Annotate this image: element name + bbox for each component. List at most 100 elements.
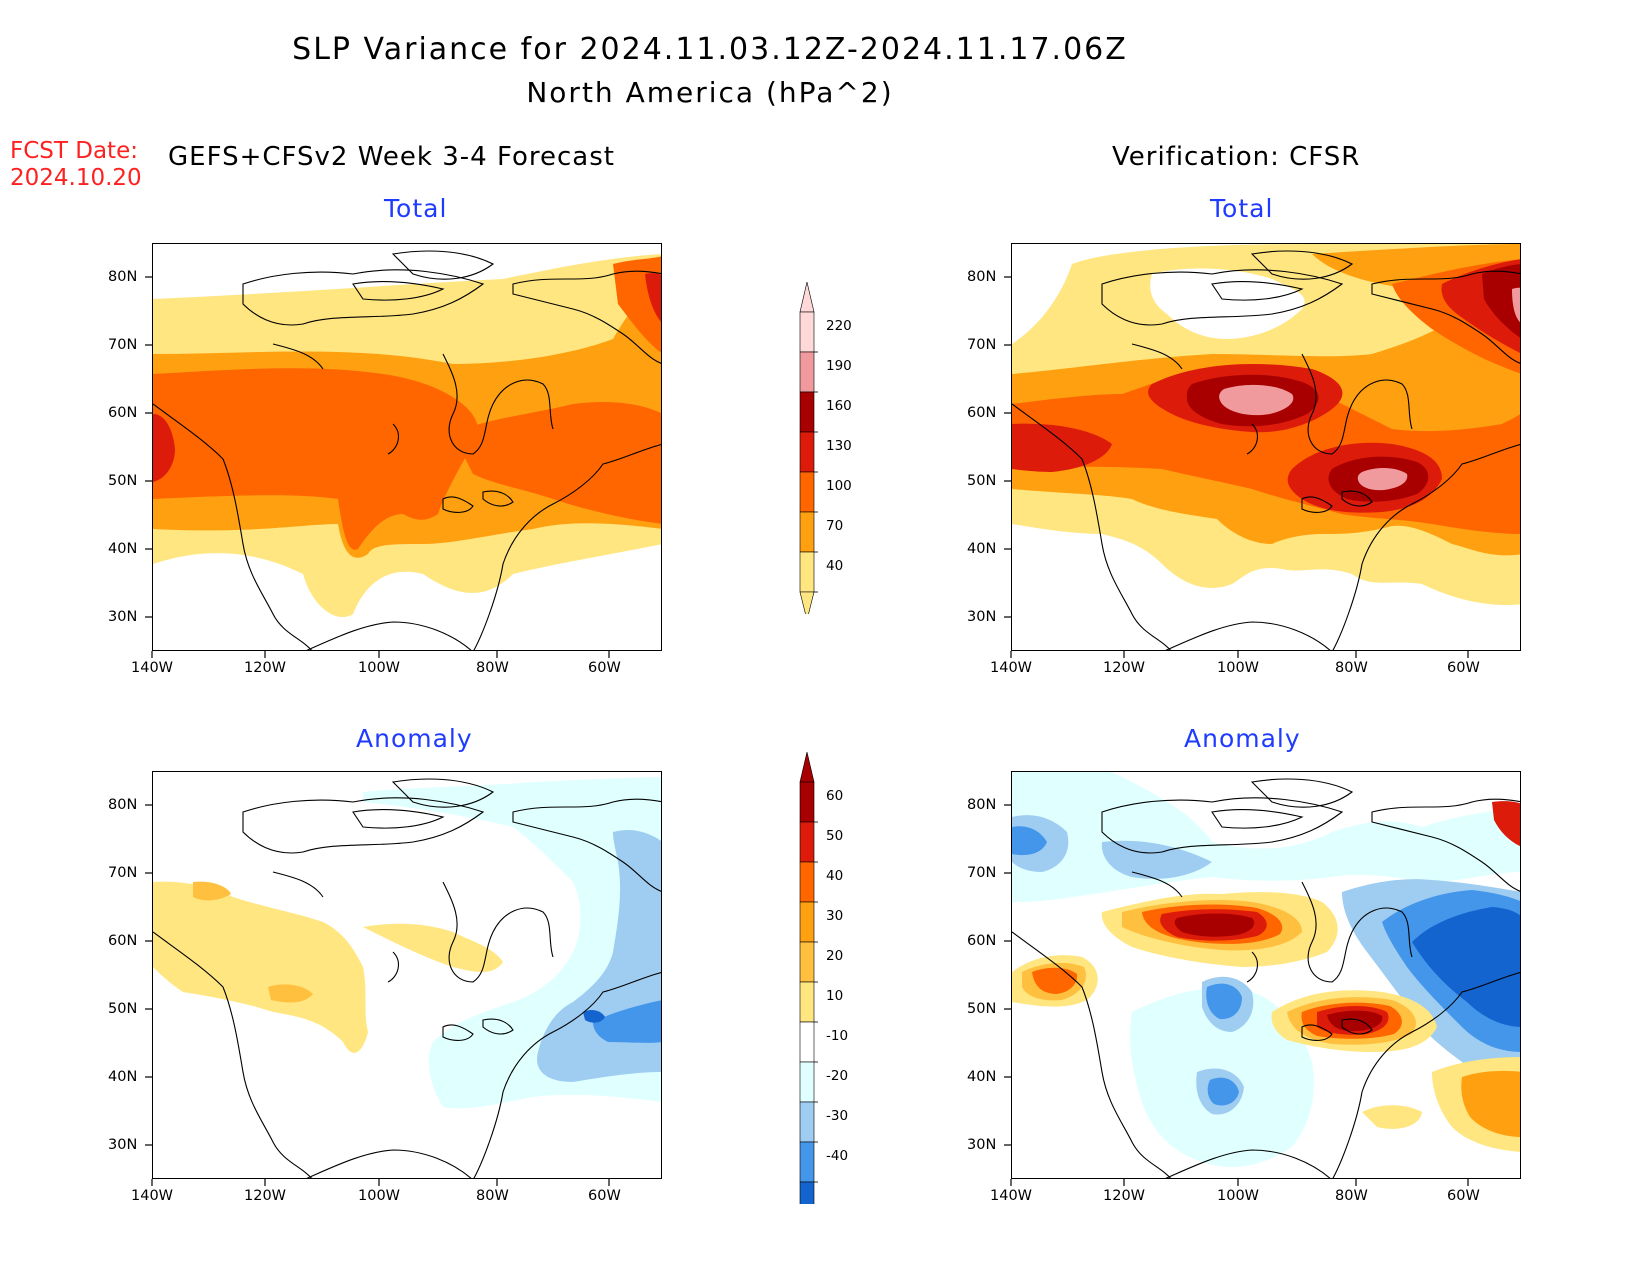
lat-label: 30N <box>108 1137 138 1153</box>
colorbar-bottom-triangle <box>799 591 815 614</box>
colorbar-total-level: 100 <box>826 478 852 494</box>
lon-label: 80W <box>1335 660 1368 676</box>
shade-neg30-40-south <box>1206 983 1242 1020</box>
panel-title-forecast-total: Total <box>384 194 448 223</box>
lat-label: 30N <box>967 609 997 625</box>
shade-130-160 <box>153 414 175 482</box>
verification-heading: Verification: CFSR <box>1112 142 1361 172</box>
lon-label: 140W <box>131 660 174 676</box>
lon-label: 100W <box>1217 1188 1260 1204</box>
lat-label: 80N <box>108 269 138 285</box>
figure-title: SLP Variance for 2024.11.03.12Z-2024.11.… <box>292 32 1128 67</box>
lat-label: 30N <box>108 609 138 625</box>
shade-20-30-b <box>268 984 313 1003</box>
lon-label: 100W <box>358 1188 401 1204</box>
lat-label: 30N <box>967 1137 997 1153</box>
lat-label: 40N <box>967 1069 997 1085</box>
shade-neg40 <box>583 1009 605 1023</box>
coastline <box>1012 250 1520 650</box>
coastline <box>1012 778 1520 1178</box>
lon-label: 60W <box>1447 1188 1480 1204</box>
colorbar-total-level: 130 <box>826 438 852 454</box>
lon-label: 140W <box>131 1188 174 1204</box>
colorbar-total <box>799 282 818 614</box>
lon-label: 80W <box>1335 1188 1368 1204</box>
colorbar-swatch <box>799 391 815 433</box>
colorbar-swatch <box>799 1141 815 1183</box>
figure-subtitle: North America (hPa^2) <box>526 76 894 109</box>
lat-label: 60N <box>108 405 138 421</box>
map-verification-anomaly <box>1011 771 1521 1179</box>
lat-label: 50N <box>108 1001 138 1017</box>
lat-label: 80N <box>967 269 997 285</box>
lat-label: 70N <box>108 337 138 353</box>
panel-title-verification-anomaly: Anomaly <box>1184 724 1301 753</box>
shade-190-220-ne <box>1512 287 1520 323</box>
colorbar-total-level: 220 <box>826 318 852 334</box>
shade-190-220-east <box>1357 468 1408 491</box>
colorbar-anomaly-level: 10 <box>826 988 844 1004</box>
lon-label: 60W <box>588 660 621 676</box>
lat-label: 80N <box>967 797 997 813</box>
colorbar-swatch <box>799 351 815 393</box>
colorbar-anomaly-level: -10 <box>826 1028 849 1044</box>
colorbar-swatch <box>799 511 815 553</box>
lat-label: 70N <box>967 337 997 353</box>
lon-label: 60W <box>588 1188 621 1204</box>
shade-100-130-east <box>453 402 661 524</box>
shade-neg30-40-west <box>1012 826 1047 856</box>
lon-label: 120W <box>1103 660 1146 676</box>
colorbar-swatch <box>799 551 815 593</box>
shade-190-220-center <box>1219 384 1294 416</box>
colorbar-anomaly-level: 20 <box>826 948 844 964</box>
coastline <box>153 778 661 1178</box>
lat-label: 40N <box>108 1069 138 1085</box>
shade-10-20-sw <box>1362 1105 1422 1129</box>
colorbar-swatch <box>799 311 815 353</box>
lat-label: 60N <box>967 405 997 421</box>
shade-10-20 <box>153 881 368 1053</box>
forecast-date-block: FCST Date: 2024.10.20 <box>10 138 142 192</box>
colorbar-top-triangle <box>799 282 815 313</box>
shade-130-160 <box>1012 423 1112 472</box>
colorbar-swatch <box>799 1061 815 1103</box>
lat-label: 70N <box>967 865 997 881</box>
lon-label: 100W <box>358 660 401 676</box>
panel-title-verification-total: Total <box>1210 194 1274 223</box>
colorbar-anomaly-level: 50 <box>826 828 844 844</box>
lon-label: 100W <box>1217 660 1260 676</box>
colorbar-total-level: 70 <box>826 518 844 534</box>
shade-40-50-west <box>1032 967 1078 994</box>
colorbar-anomaly <box>799 752 818 1204</box>
lat-label: 40N <box>967 541 997 557</box>
lon-label: 60W <box>1447 660 1480 676</box>
shade-20-30 <box>193 881 231 901</box>
shade-neg30-40 <box>593 1000 661 1043</box>
colorbar-anomaly-level: -40 <box>826 1148 849 1164</box>
panel-title-forecast-anomaly: Anomaly <box>356 724 473 753</box>
colorbar-swatch <box>799 941 815 983</box>
lat-label: 50N <box>108 473 138 489</box>
colorbar-swatch <box>799 1101 815 1143</box>
colorbar-swatch <box>799 431 815 473</box>
shade-white-arctic <box>1150 268 1305 339</box>
colorbar-anomaly-level: 40 <box>826 868 844 884</box>
shade-130-160-ne <box>645 273 661 322</box>
lat-label: 70N <box>108 865 138 881</box>
fcst-date-label: FCST Date: <box>10 138 138 164</box>
lon-label: 120W <box>244 1188 287 1204</box>
colorbar-swatch <box>799 781 815 823</box>
lon-label: 80W <box>476 660 509 676</box>
colorbar-swatch <box>799 471 815 513</box>
shade-neg30-40-se <box>1207 1077 1239 1106</box>
lat-label: 50N <box>967 473 997 489</box>
colorbar-total-level: 160 <box>826 398 852 414</box>
colorbar-anomaly-level: -30 <box>826 1108 849 1124</box>
shade-30-40-se <box>1461 1070 1520 1137</box>
map-forecast-total <box>152 243 662 651</box>
shade-50-60-ne <box>1492 801 1520 847</box>
lon-label: 140W <box>990 660 1033 676</box>
lat-label: 80N <box>108 797 138 813</box>
lon-label: 120W <box>244 660 287 676</box>
